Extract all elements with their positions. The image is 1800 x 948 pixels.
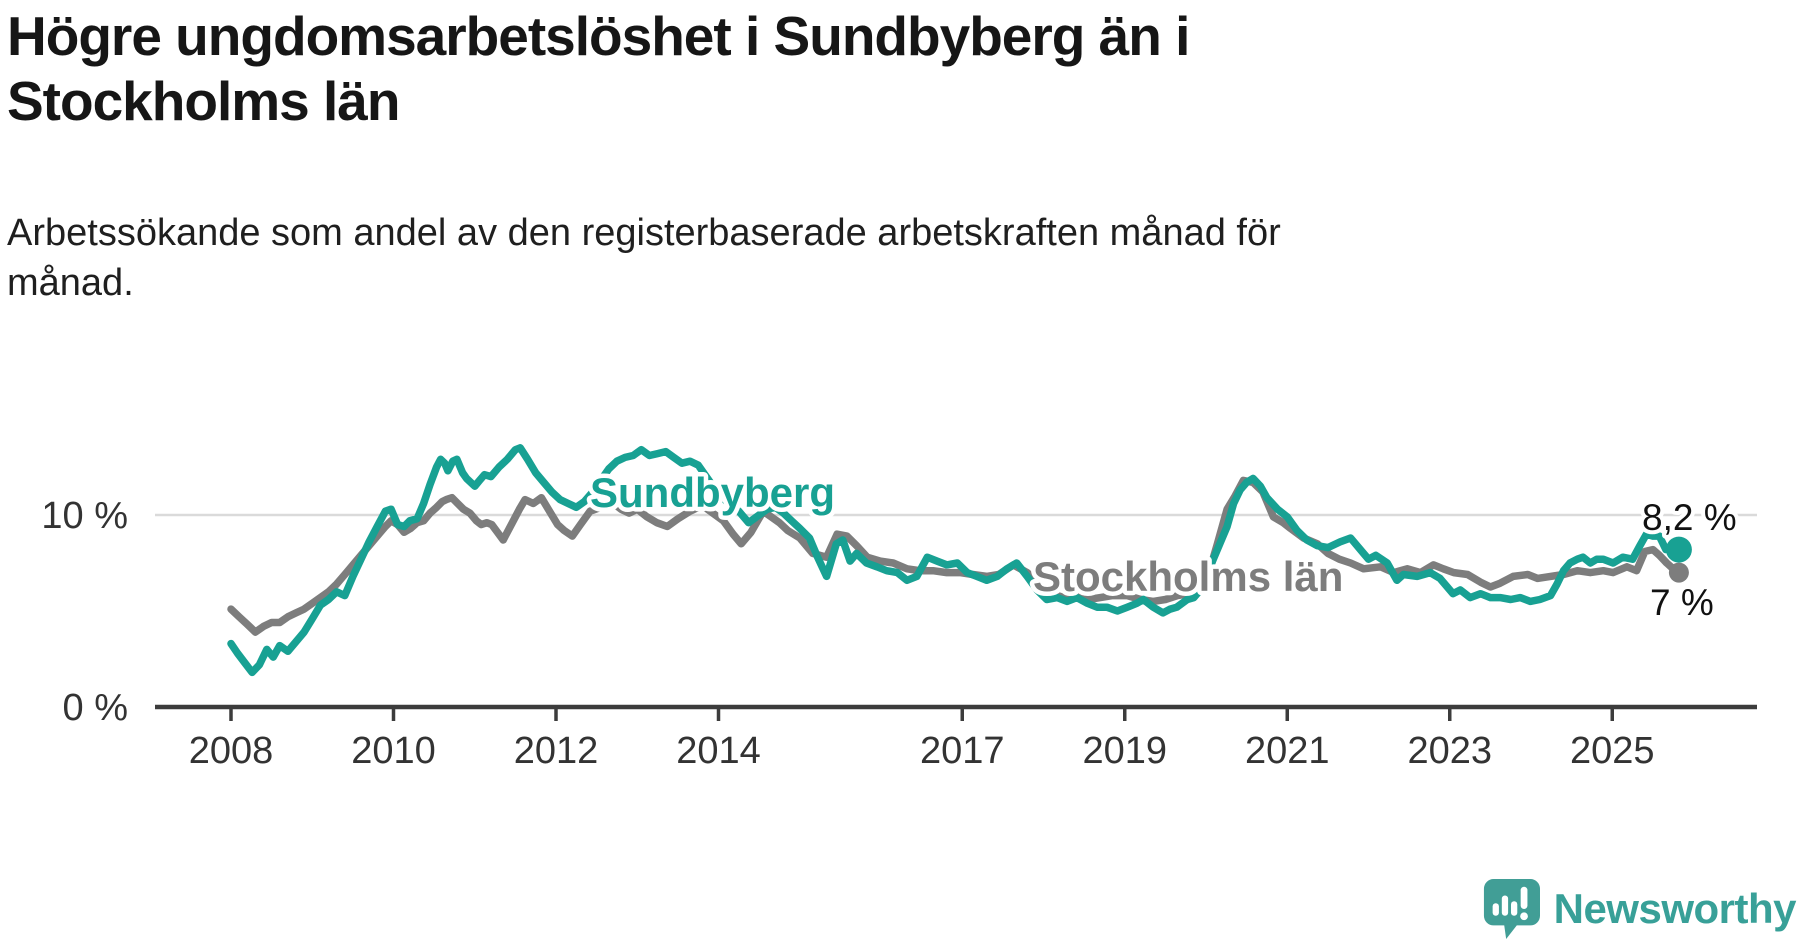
y-tick-label-10: 10 % [41,495,128,537]
logo-exclamation-bar [1520,886,1528,909]
sundbyberg-end-dot [1665,536,1692,563]
logo-bar-3 [1510,901,1517,916]
x-axis-ticks [229,707,1614,721]
x-tick-label-2021: 2021 [1245,730,1330,772]
page-title: Högre ungdomsarbetslöshet i Sundbyberg ä… [7,5,1190,132]
logo-exclamation-dot [1519,912,1528,921]
x-tick-label-2019: 2019 [1082,730,1167,772]
sundbyberg-end-value-label: 8,2 % [1642,497,1737,538]
sundbyberg-series-label: Sundbyberg [590,469,835,516]
x-tick-label-2023: 2023 [1407,730,1492,772]
logo-bar-1 [1492,903,1499,916]
y-axis-tick-labels: 10 % 0 % [41,495,128,729]
stockholms-lan-series-label: Stockholms län [1033,553,1343,600]
x-axis-tick-labels: 2008 2010 2012 2014 2017 2019 2021 2023 2025 [189,730,1655,772]
logo-bar-2 [1501,895,1508,916]
x-tick-label-2014: 2014 [676,730,761,772]
chart-subtitle: Arbetssökande som andel av den registerb… [7,212,1281,305]
x-tick-label-2025: 2025 [1570,730,1655,772]
stockholms-lan-end-value-label: 7 % [1650,582,1714,623]
brand-name: Newsworthy [1553,885,1797,932]
x-tick-label-2017: 2017 [920,730,1005,772]
y-tick-label-0: 0 % [63,687,128,729]
stockholms-lan-line [227,476,1683,636]
x-tick-label-2010: 2010 [351,730,436,772]
stockholms-lan-end-dot [1668,562,1689,583]
x-tick-label-2012: 2012 [514,730,599,772]
newsworthy-logo-icon [1483,879,1540,939]
newsworthy-brand: Newsworthy [1482,878,1797,940]
x-tick-label-2008: 2008 [189,730,274,772]
sundbyberg-line [227,444,1683,677]
